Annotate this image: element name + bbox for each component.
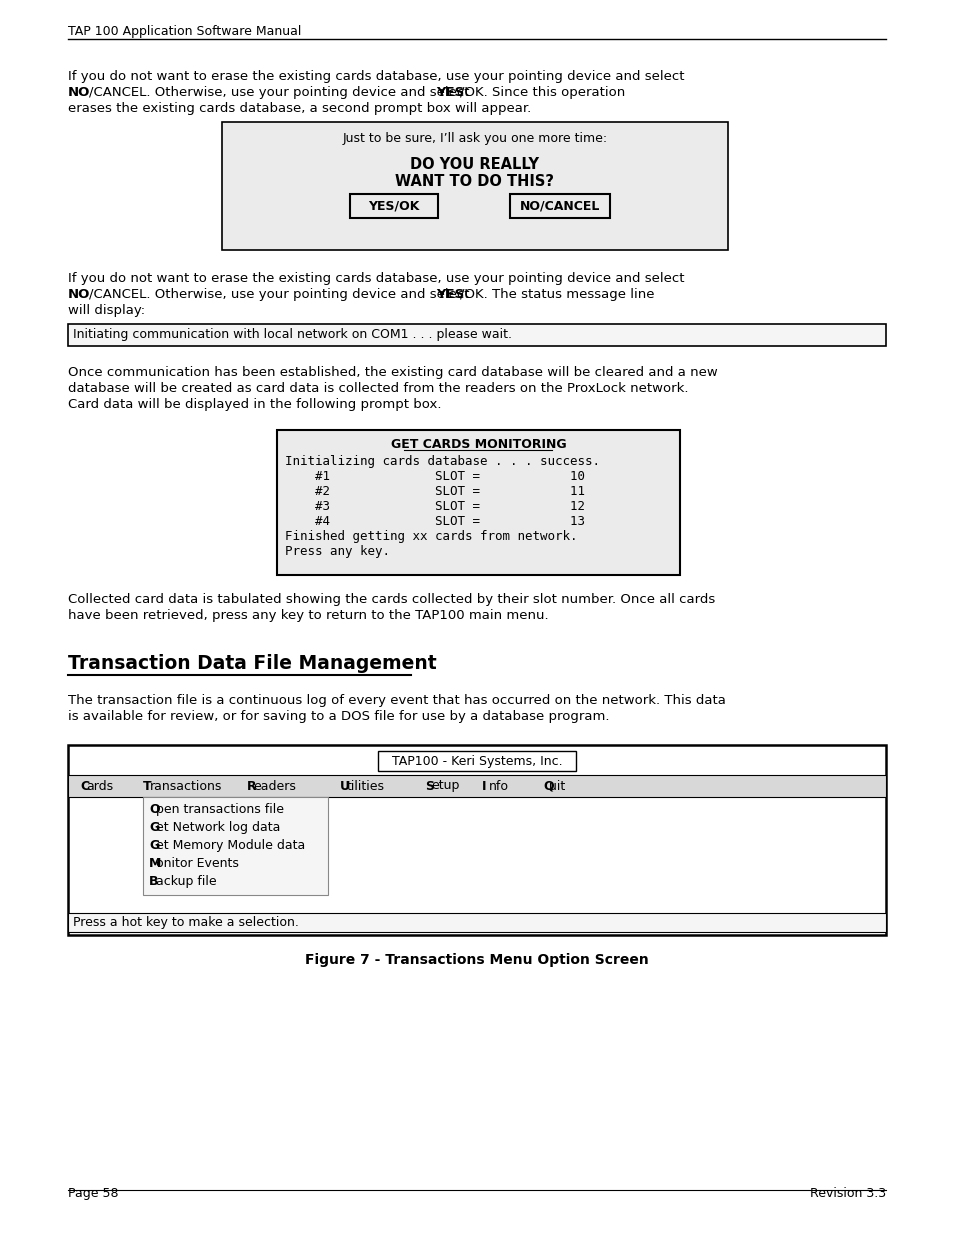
- Text: Initializing cards database . . . success.: Initializing cards database . . . succes…: [285, 454, 599, 468]
- Text: Revision 3.3: Revision 3.3: [809, 1187, 885, 1200]
- Text: will display:: will display:: [68, 304, 145, 317]
- Text: have been retrieved, press any key to return to the TAP100 main menu.: have been retrieved, press any key to re…: [68, 609, 548, 622]
- Text: TAP100 - Keri Systems, Inc.: TAP100 - Keri Systems, Inc.: [392, 755, 561, 767]
- Text: ransactions: ransactions: [150, 779, 222, 793]
- Text: uit: uit: [549, 779, 565, 793]
- Text: GET CARDS MONITORING: GET CARDS MONITORING: [391, 438, 566, 451]
- Text: /OK. Since this operation: /OK. Since this operation: [459, 86, 624, 99]
- Text: eaders: eaders: [253, 779, 296, 793]
- Text: DO YOU REALLY: DO YOU REALLY: [410, 157, 539, 172]
- Text: Figure 7 - Transactions Menu Option Screen: Figure 7 - Transactions Menu Option Scre…: [305, 953, 648, 967]
- FancyBboxPatch shape: [68, 913, 885, 932]
- Text: If you do not want to erase the existing cards database, use your pointing devic: If you do not want to erase the existing…: [68, 70, 684, 83]
- Text: I: I: [481, 779, 486, 793]
- FancyBboxPatch shape: [222, 122, 727, 249]
- Text: et Network log data: et Network log data: [156, 821, 280, 834]
- Text: database will be created as card data is collected from the readers on the ProxL: database will be created as card data is…: [68, 382, 688, 395]
- Text: etup: etup: [431, 779, 459, 793]
- Text: Initiating communication with local network on COM1 . . . please wait.: Initiating communication with local netw…: [73, 329, 512, 341]
- Text: NO/CANCEL: NO/CANCEL: [519, 200, 599, 212]
- FancyBboxPatch shape: [350, 194, 437, 219]
- Text: onitor Events: onitor Events: [156, 857, 238, 869]
- Text: Press any key.: Press any key.: [285, 545, 390, 558]
- Text: YES: YES: [436, 86, 464, 99]
- Text: O: O: [149, 803, 159, 816]
- Text: #1              SLOT =            10: #1 SLOT = 10: [285, 471, 584, 483]
- Text: C: C: [80, 779, 89, 793]
- Text: et Memory Module data: et Memory Module data: [156, 839, 305, 852]
- Text: Finished getting xx cards from network.: Finished getting xx cards from network.: [285, 530, 577, 543]
- Text: #2              SLOT =            11: #2 SLOT = 11: [285, 485, 584, 498]
- Text: S: S: [424, 779, 434, 793]
- Text: #3              SLOT =            12: #3 SLOT = 12: [285, 500, 584, 513]
- Text: Card data will be displayed in the following prompt box.: Card data will be displayed in the follo…: [68, 398, 441, 411]
- FancyBboxPatch shape: [377, 751, 576, 771]
- Text: erases the existing cards database, a second prompt box will appear.: erases the existing cards database, a se…: [68, 103, 531, 115]
- Text: Transaction Data File Management: Transaction Data File Management: [68, 655, 436, 673]
- Text: Q: Q: [542, 779, 553, 793]
- Text: /CANCEL. Otherwise, use your pointing device and select: /CANCEL. Otherwise, use your pointing de…: [89, 288, 474, 301]
- FancyBboxPatch shape: [143, 797, 328, 895]
- FancyBboxPatch shape: [276, 430, 679, 576]
- Text: WANT TO DO THIS?: WANT TO DO THIS?: [395, 174, 554, 189]
- Text: T: T: [143, 779, 152, 793]
- Text: Collected card data is tabulated showing the cards collected by their slot numbe: Collected card data is tabulated showing…: [68, 593, 715, 606]
- FancyBboxPatch shape: [68, 324, 885, 346]
- Text: G: G: [149, 839, 159, 852]
- Text: ackup file: ackup file: [156, 876, 216, 888]
- Text: U: U: [339, 779, 350, 793]
- Text: B: B: [149, 876, 158, 888]
- FancyBboxPatch shape: [68, 776, 885, 797]
- Text: nfo: nfo: [488, 779, 508, 793]
- Text: pen transactions file: pen transactions file: [156, 803, 284, 816]
- Text: G: G: [149, 821, 159, 834]
- Text: Once communication has been established, the existing card database will be clea: Once communication has been established,…: [68, 366, 717, 379]
- Text: is available for review, or for saving to a DOS file for use by a database progr: is available for review, or for saving t…: [68, 710, 609, 722]
- Text: Page 58: Page 58: [68, 1187, 118, 1200]
- Text: YES/OK: YES/OK: [368, 200, 419, 212]
- Text: YES: YES: [436, 288, 464, 301]
- FancyBboxPatch shape: [68, 745, 885, 935]
- Text: Just to be sure, I’ll ask you one more time:: Just to be sure, I’ll ask you one more t…: [342, 132, 607, 144]
- Text: /CANCEL. Otherwise, use your pointing device and select: /CANCEL. Otherwise, use your pointing de…: [89, 86, 474, 99]
- Text: TAP 100 Application Software Manual: TAP 100 Application Software Manual: [68, 25, 301, 38]
- FancyBboxPatch shape: [510, 194, 609, 219]
- Text: ards: ards: [87, 779, 113, 793]
- Text: M: M: [149, 857, 161, 869]
- Text: #4              SLOT =            13: #4 SLOT = 13: [285, 515, 584, 529]
- Text: NO: NO: [68, 288, 91, 301]
- Text: If you do not want to erase the existing cards database, use your pointing devic: If you do not want to erase the existing…: [68, 272, 684, 285]
- Text: /OK. The status message line: /OK. The status message line: [459, 288, 654, 301]
- Text: The transaction file is a continuous log of every event that has occurred on the: The transaction file is a continuous log…: [68, 694, 725, 706]
- Text: NO: NO: [68, 86, 91, 99]
- Text: Press a hot key to make a selection.: Press a hot key to make a selection.: [73, 916, 298, 929]
- Text: tilities: tilities: [346, 779, 384, 793]
- Text: R: R: [247, 779, 256, 793]
